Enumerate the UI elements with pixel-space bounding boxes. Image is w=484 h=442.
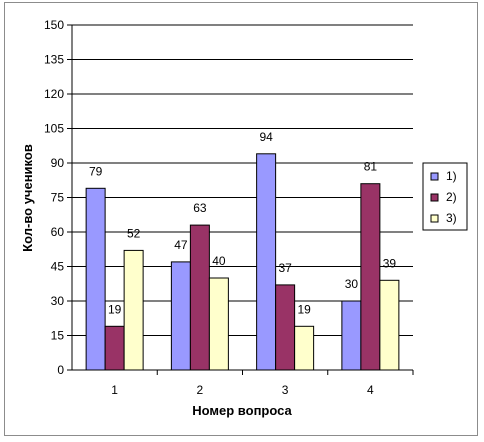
x-tick-label: 2	[197, 383, 204, 397]
data-label: 79	[89, 164, 103, 178]
bar-series-3-cat-3	[294, 325, 315, 371]
data-label: 19	[297, 302, 311, 316]
y-tick-label: 60	[51, 225, 65, 239]
bar-series-1-cat-2	[170, 261, 191, 371]
bar-series-1-cat-1	[85, 187, 106, 371]
legend-label: 3)	[446, 211, 457, 225]
bar-series-3-cat-1	[123, 249, 144, 371]
x-tick-label: 4	[367, 383, 374, 397]
data-label: 81	[364, 160, 378, 174]
data-label: 94	[259, 130, 273, 144]
legend-swatch	[430, 193, 439, 202]
bar-series-2-cat-1	[104, 325, 125, 371]
bar-series-2-cat-4	[360, 183, 381, 371]
legend-label: 1)	[446, 169, 457, 183]
y-tick-label: 0	[57, 363, 64, 377]
x-axis-title: Номер вопроса	[192, 403, 292, 418]
data-label: 63	[193, 201, 207, 215]
legend-label: 2)	[446, 190, 457, 204]
bars	[85, 153, 400, 371]
y-tick-label: 120	[44, 87, 64, 101]
x-tick-label: 1	[111, 383, 118, 397]
x-tick-label: 3	[282, 383, 289, 397]
bar-series-3-cat-2	[208, 277, 229, 371]
data-label: 19	[108, 302, 122, 316]
bar-series-3-cat-4	[379, 279, 400, 371]
data-labels: 79 19 52 47 63 40 94 37 19 30 81 39	[89, 130, 396, 316]
y-tick-label: 150	[44, 18, 64, 32]
bar-series-1-cat-4	[341, 300, 362, 371]
data-label: 37	[278, 261, 292, 275]
tick-labels: 0 15 30 45 60 75 90 105 120 135 150 1 2 3 4	[44, 18, 374, 397]
axes	[67, 24, 414, 375]
legend-box	[422, 162, 468, 231]
data-label: 52	[127, 226, 141, 240]
y-tick-label: 30	[51, 294, 65, 308]
bar-series-1-cat-3	[256, 153, 277, 371]
bar-series-2-cat-3	[275, 284, 296, 371]
legend-swatch	[430, 172, 439, 181]
y-tick-label: 75	[51, 191, 65, 205]
data-label: 30	[345, 277, 359, 291]
legend: 1) 2) 3)	[422, 162, 468, 231]
y-tick-label: 135	[44, 53, 64, 67]
data-label: 47	[174, 238, 188, 252]
y-tick-label: 90	[51, 156, 65, 170]
y-tick-label: 15	[51, 329, 65, 343]
bar-series-2-cat-2	[189, 224, 210, 371]
y-tick-label: 105	[44, 122, 64, 136]
y-axis-title: Кол-во учеников	[20, 144, 35, 252]
legend-swatch	[430, 214, 439, 223]
data-label: 39	[383, 256, 397, 270]
data-label: 40	[212, 254, 226, 268]
y-tick-label: 45	[51, 260, 65, 274]
